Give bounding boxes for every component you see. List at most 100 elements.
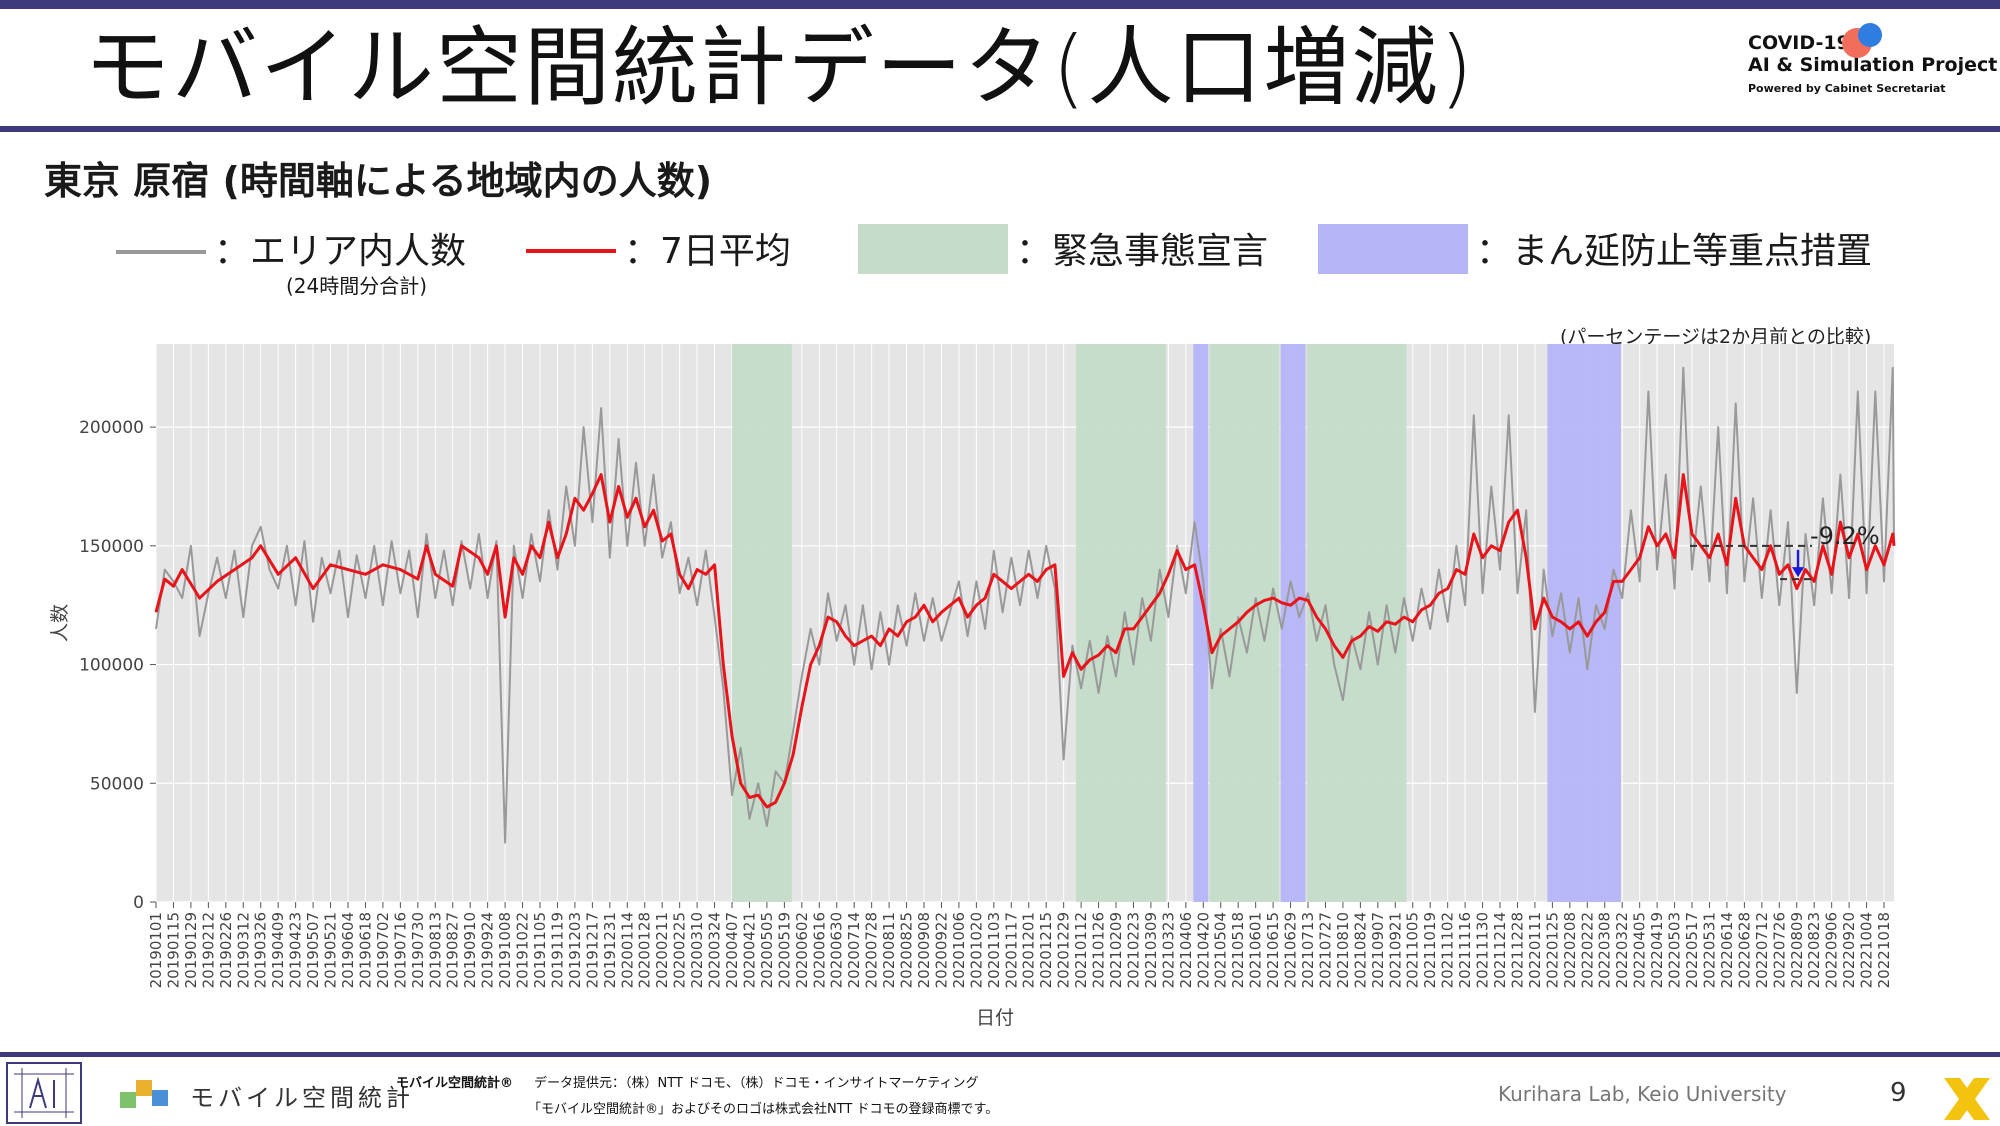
registered-label: モバイル空間統計® bbox=[396, 1076, 514, 1091]
x-tick-label: 20210713 bbox=[1299, 912, 1317, 988]
trademark-note: 「モバイル空間統計®」およびそのロゴは株式会社NTT ドコモの登録商標です。 bbox=[528, 1102, 999, 1117]
x-tick-label: 20200519 bbox=[775, 912, 793, 988]
x-tick-label: 20190226 bbox=[217, 912, 235, 988]
cube-icon bbox=[120, 1092, 136, 1108]
x-tick-label: 20200825 bbox=[898, 912, 916, 988]
x-tick-label: 20190924 bbox=[479, 912, 497, 988]
x-tick-label: 20210810 bbox=[1334, 912, 1352, 988]
series-average-line bbox=[154, 473, 1896, 809]
x-tick-label: 20220111 bbox=[1526, 912, 1544, 988]
x-tick-label: 20220208 bbox=[1561, 912, 1579, 988]
x-tick-label: 20200225 bbox=[671, 912, 689, 988]
x-tick-label: 20201103 bbox=[985, 912, 1003, 988]
x-tick-label: 20190326 bbox=[252, 912, 270, 988]
x-tick-label: 20210601 bbox=[1247, 912, 1265, 988]
x-tick-label: 20190813 bbox=[426, 912, 444, 988]
x-tick-label: 20191203 bbox=[566, 912, 584, 988]
x-tick-label: 20201006 bbox=[950, 912, 968, 988]
series-raw-line bbox=[155, 366, 1895, 844]
x-tick-label: 20211019 bbox=[1421, 912, 1439, 988]
x-tick-label: 20200114 bbox=[618, 912, 636, 988]
legend-priority-label: ：まん延防止等重点措置 bbox=[1476, 231, 1873, 272]
x-tick-label: 20210907 bbox=[1369, 912, 1387, 988]
y-tick-label: 0 bbox=[133, 893, 144, 913]
logo-blue-dot bbox=[1858, 23, 1882, 47]
x-tick-label: 20200602 bbox=[793, 912, 811, 988]
x-tick-label: 20200505 bbox=[758, 912, 776, 988]
x-tick-label: 20200324 bbox=[706, 912, 724, 988]
x-tick-label: 20190101 bbox=[147, 912, 165, 988]
x-tick-label: 20211116 bbox=[1456, 912, 1474, 988]
top-accent-bar bbox=[0, 0, 2000, 9]
x-tick-label: 20190115 bbox=[164, 912, 182, 988]
x-tick-label: 20220405 bbox=[1631, 912, 1649, 988]
x-tick-label: 20210518 bbox=[1229, 912, 1247, 988]
priority-period-band bbox=[1547, 344, 1621, 902]
x-tick-label: 20210209 bbox=[1107, 912, 1125, 988]
annotation-arrow-head bbox=[1792, 567, 1804, 578]
x-tick-label: 20200421 bbox=[740, 912, 758, 988]
x-tick-label: 20220823 bbox=[1805, 912, 1823, 988]
x-tick-label: 20211102 bbox=[1439, 912, 1457, 988]
x-tick-label: 20210629 bbox=[1282, 912, 1300, 988]
page-number: 9 bbox=[1890, 1078, 1907, 1108]
x-tick-label: 20200728 bbox=[863, 912, 881, 988]
y-axis-label: 人数 bbox=[49, 604, 71, 642]
x-tick-label: 20210223 bbox=[1124, 912, 1142, 988]
legend-priority-swatch bbox=[1318, 224, 1468, 274]
x-tick-label: 20210727 bbox=[1316, 912, 1334, 988]
x-tick-label: 20201201 bbox=[1020, 912, 1038, 988]
x-tick-label: 20210615 bbox=[1264, 912, 1282, 988]
x-tick-label: 20200310 bbox=[688, 912, 706, 988]
x-tick-label: 20190604 bbox=[339, 912, 357, 988]
x-tick-label: 20220517 bbox=[1683, 912, 1701, 988]
x-tick-label: 20190702 bbox=[374, 912, 392, 988]
x-tick-label: 20201020 bbox=[967, 912, 985, 988]
x-tick-label: 20220322 bbox=[1613, 912, 1631, 988]
x-tick-label: 20200616 bbox=[810, 912, 828, 988]
x-tick-label: 20221018 bbox=[1875, 912, 1893, 988]
x-tick-label: 20190129 bbox=[182, 912, 200, 988]
x-tick-label: 20220419 bbox=[1648, 912, 1666, 988]
x-tick-label: 20191008 bbox=[496, 912, 514, 988]
page-title: モバイル空間統計データ(人口増減) bbox=[84, 18, 1476, 118]
priority-period-band bbox=[1280, 344, 1306, 902]
x-tick-label: 20190409 bbox=[269, 912, 287, 988]
covid-project-logo: COVID-19 AI & Simulation Project Powered… bbox=[1748, 23, 1998, 116]
brand-line-3: Powered by Cabinet Secretariat bbox=[1748, 82, 1946, 95]
legend-avg-swatch bbox=[526, 249, 616, 253]
x-tick-label: 20200630 bbox=[828, 912, 846, 988]
brand-line-1: COVID-19 bbox=[1748, 32, 1850, 54]
x-tick-label: 20211005 bbox=[1404, 912, 1422, 988]
x-tick-label: 20201117 bbox=[1002, 912, 1020, 988]
x-tick-label: 20220222 bbox=[1578, 912, 1596, 988]
chart-subtitle: 東京 原宿 (時間軸による地域内の人数) bbox=[44, 159, 713, 203]
x-tick-label: 20200714 bbox=[845, 912, 863, 988]
x-tick-label: 20210420 bbox=[1194, 912, 1212, 988]
x-axis-label: 日付 bbox=[976, 1007, 1014, 1029]
y-tick-label: 100000 bbox=[79, 656, 144, 676]
x-tick-label: 20200128 bbox=[636, 912, 654, 988]
x-tick-label: 20190730 bbox=[409, 912, 427, 988]
x-tick-label: 20191217 bbox=[583, 912, 601, 988]
priority-period-band bbox=[1193, 344, 1209, 902]
x-tick-label: 20190212 bbox=[199, 912, 217, 988]
x-tick-label: 20210504 bbox=[1212, 912, 1230, 988]
legend-raw-swatch bbox=[116, 250, 206, 254]
emergency-period-band bbox=[1209, 344, 1280, 902]
x-tick-label: 20220628 bbox=[1735, 912, 1753, 988]
mobile-stats-logo-text: モバイル空間統計 bbox=[190, 1084, 414, 1112]
x-tick-label: 20220906 bbox=[1823, 912, 1841, 988]
x-tick-label: 20220712 bbox=[1753, 912, 1771, 988]
x-tick-label: 20211228 bbox=[1508, 912, 1526, 988]
x-tick-label: 20190521 bbox=[322, 912, 340, 988]
x-tick-label: 20220726 bbox=[1770, 912, 1788, 988]
legend-raw-note: (24時間分合計) bbox=[286, 274, 428, 298]
percentage-note: (パーセンテージは2か月前との比較) bbox=[1560, 326, 1872, 348]
x-tick-label: 20200407 bbox=[723, 912, 741, 988]
x-tick-label: 20210309 bbox=[1142, 912, 1160, 988]
legend-raw-label: ：エリア内人数 bbox=[214, 231, 467, 272]
legend-avg-label: ：7日平均 bbox=[624, 231, 791, 272]
x-tick-label: 20211130 bbox=[1474, 912, 1492, 988]
brand-line-2: AI & Simulation Project bbox=[1748, 54, 1998, 76]
